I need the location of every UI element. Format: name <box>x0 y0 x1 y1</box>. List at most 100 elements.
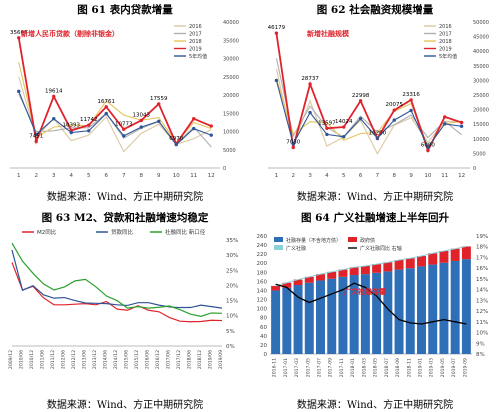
series-line-2018 <box>18 62 212 144</box>
legend-label: 社融存量（不含地方债） <box>286 237 341 244</box>
series-point-5年均值 <box>375 136 380 140</box>
y-tick-label: 140 <box>257 288 268 294</box>
bar-政府债 <box>383 262 393 272</box>
bar-政府债 <box>338 269 348 277</box>
bar-社融存量（不含地方债） <box>394 269 404 354</box>
y-tick-label: 20000 <box>473 108 489 114</box>
x-tick-label: 2011/12 <box>50 350 56 369</box>
series-point-5年均值 <box>291 142 295 146</box>
y-tick-label: 15000 <box>473 122 489 128</box>
series-point-5年均值 <box>392 118 396 122</box>
series-point-5年均值 <box>409 108 413 113</box>
series-point-5年均值 <box>459 124 464 128</box>
y2-tick-label: 12% <box>476 309 488 315</box>
bar-社融存量（不含地方债） <box>450 260 460 354</box>
legend-label: 贷款同比 <box>111 228 134 236</box>
y2-tick-label: 17% <box>476 255 488 261</box>
y2-tick-label: 14% <box>476 288 488 294</box>
bar-社融存量（不含地方债） <box>405 268 415 354</box>
legend-label: 2017 <box>189 32 202 38</box>
series-point-2019 <box>291 145 295 150</box>
legend-label: 社融同比 新口径 <box>165 228 206 236</box>
series-line-2017 <box>275 58 462 139</box>
data-label: 20075 <box>386 102 404 108</box>
x-tick-label: 2014/12 <box>113 350 119 369</box>
x-tick-label: 3 <box>308 173 312 179</box>
legend-label: 广义社融同比 右轴 <box>360 245 402 252</box>
data-label: 16761 <box>98 99 116 105</box>
x-tick-label: 2018-07 <box>384 358 390 377</box>
series-point-5年均值 <box>34 132 38 137</box>
bar-政府债 <box>316 274 325 281</box>
x-tick-label: 2011/06 <box>40 350 46 369</box>
data-label: 10393 <box>63 122 81 128</box>
bar-政府债 <box>439 250 449 263</box>
y-tick-label: 50000 <box>473 20 489 26</box>
x-tick-label: 7 <box>376 173 380 179</box>
x-tick-label: 9 <box>409 173 413 179</box>
legend-label: 政府债 <box>360 237 375 244</box>
series-point-5年均值 <box>139 125 143 129</box>
series-line-2016 <box>275 68 462 155</box>
x-tick-label: 2010/12 <box>29 350 35 369</box>
y-tick-label: 45000 <box>473 35 489 41</box>
data-label: 17559 <box>150 96 168 102</box>
x-tick-label: 8 <box>393 173 397 179</box>
data-label: 22998 <box>352 93 370 99</box>
data-label: 19614 <box>45 88 63 94</box>
series-point-2019 <box>87 123 91 127</box>
series-point-2019 <box>459 120 464 125</box>
legend-label: 广义社融 <box>286 245 306 252</box>
bar-社融存量（不含地方债） <box>338 276 348 354</box>
series-point-2019 <box>443 115 447 119</box>
y-tick-label: 25000 <box>473 93 489 99</box>
x-tick-label: 2009/12 <box>8 350 14 369</box>
series-line-广义社融 <box>275 245 467 287</box>
x-tick-label: 2016/12 <box>155 350 161 369</box>
x-tick-label: 2017-03 <box>294 358 300 377</box>
y-tick-label: 100 <box>257 307 268 313</box>
x-tick-label: 1 <box>275 173 279 179</box>
y2-tick-label: 8% <box>476 352 485 358</box>
y-tick-label: 35% <box>226 238 238 244</box>
x-tick-label: 2019-05 <box>440 358 446 377</box>
data-label: 7030 <box>286 139 300 145</box>
bar-社融存量（不含地方债） <box>360 274 370 354</box>
series-point-5年均值 <box>192 126 196 131</box>
x-tick-label: 2017-05 <box>305 358 311 377</box>
series-point-2019 <box>52 94 56 99</box>
series-point-5年均值 <box>342 135 346 139</box>
bar-政府债 <box>461 246 471 260</box>
bar-政府债 <box>327 271 337 279</box>
chart-61: 0 5000 10000 15000 20000 25000 30000 35000 40000… <box>10 20 239 179</box>
inner-chart-title: 新增社融规模 <box>307 29 350 38</box>
x-tick-label: 2017-01 <box>283 358 289 377</box>
data-label: 46179 <box>268 25 286 31</box>
x-tick-label: 2012/06 <box>61 350 67 369</box>
bar-政府债 <box>372 264 382 273</box>
bar-政府债 <box>428 253 438 265</box>
series-point-2019 <box>426 148 430 153</box>
x-tick-label: 5 <box>87 173 91 179</box>
series-point-2019 <box>358 99 363 103</box>
x-tick-label: 2017/06 <box>166 350 172 369</box>
x-tick-label: 2016/06 <box>145 350 151 369</box>
bar-社融存量（不含地方债） <box>282 287 292 354</box>
x-tick-label: 2019/09 <box>218 350 224 369</box>
y-tick-label: 120 <box>257 298 268 304</box>
y2-tick-label: 10% <box>476 331 488 337</box>
data-label: 14024 <box>335 119 353 125</box>
x-tick-label: 2018-01 <box>350 358 356 377</box>
x-tick-label: 11 <box>441 173 448 179</box>
bar-政府债 <box>360 265 370 275</box>
x-tick-label: 2018-11 <box>406 358 412 377</box>
bar-政府债 <box>271 285 281 291</box>
series-point-2019 <box>209 124 213 128</box>
x-tick-label: 5 <box>342 173 346 179</box>
legend-label: 2018 <box>189 39 202 45</box>
chart-64-source: 数据来源：Wind、方正中期研究院 <box>296 400 454 411</box>
x-tick-label: 2017-07 <box>317 358 323 377</box>
series-point-2019 <box>308 82 312 86</box>
data-label: 13043 <box>133 112 151 118</box>
bar-社融存量（不含地方债） <box>461 259 471 354</box>
